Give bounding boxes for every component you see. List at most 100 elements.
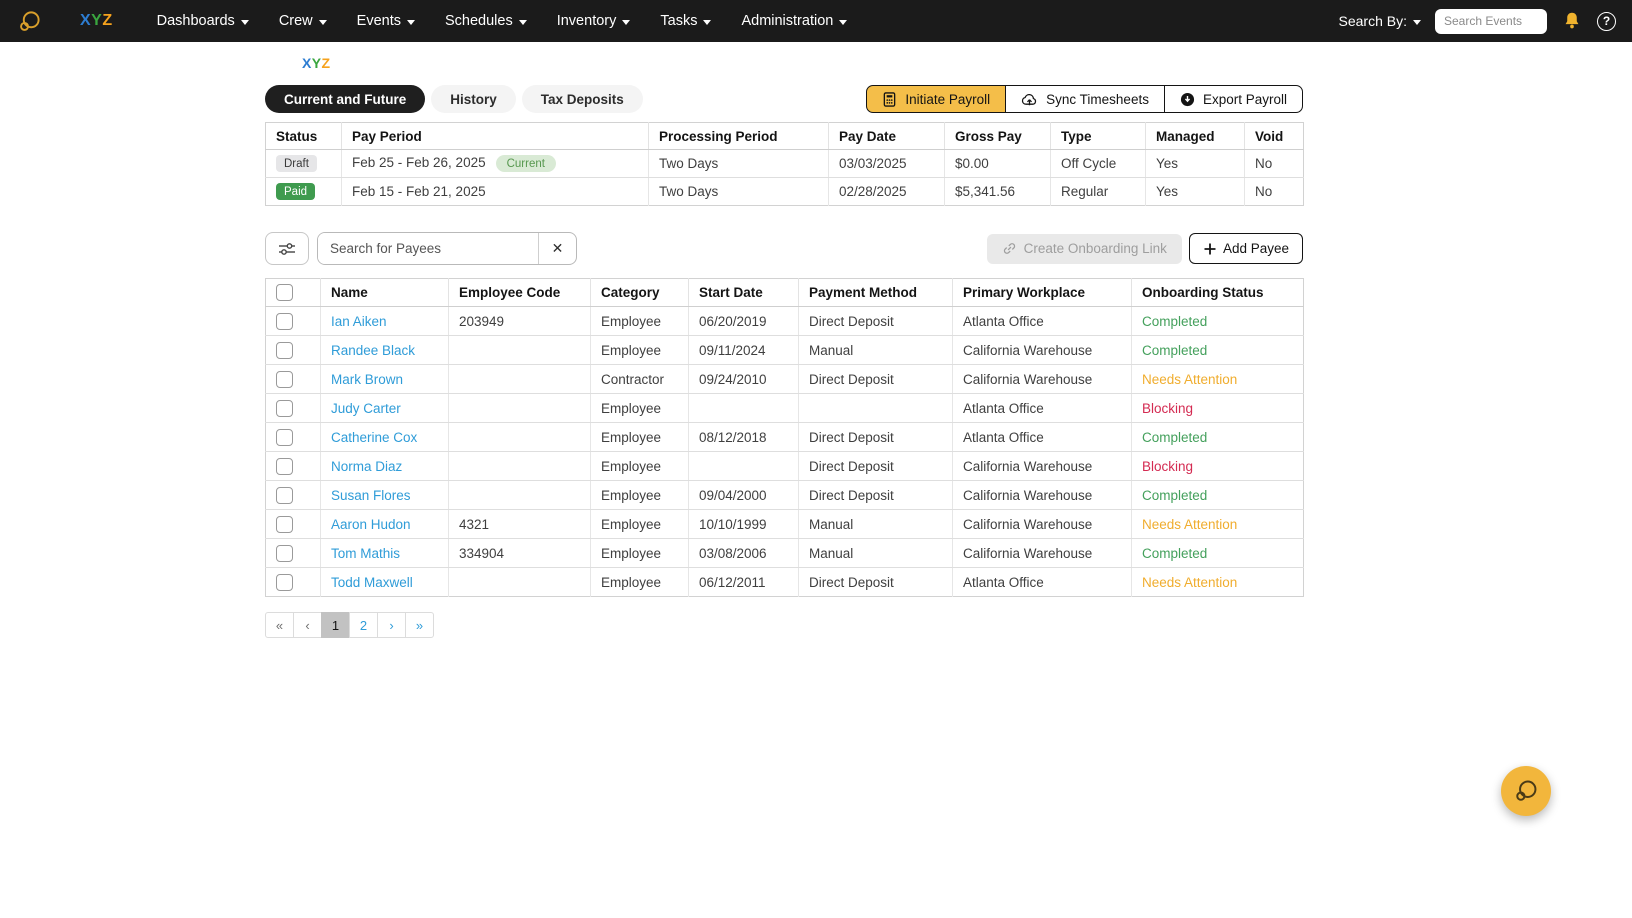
chevron-down-icon xyxy=(622,19,631,25)
brand-letter-x: X xyxy=(302,55,312,71)
onboarding-status-value: Blocking xyxy=(1142,400,1194,416)
category-value: Employee xyxy=(590,509,689,539)
payment-method-value: Direct Deposit xyxy=(798,306,953,336)
download-circle-icon xyxy=(1180,92,1195,106)
notifications-bell-icon[interactable] xyxy=(1561,10,1583,32)
nav-item-crew[interactable]: Crew xyxy=(279,13,327,29)
pagination-prev-button[interactable]: ‹ xyxy=(293,612,322,638)
initiate-payroll-button[interactable]: Initiate Payroll xyxy=(866,85,1007,113)
onboarding-status-value: Completed xyxy=(1142,545,1208,561)
row-checkbox[interactable] xyxy=(276,573,293,591)
start-date-value xyxy=(688,393,799,423)
nav-item-label: Administration xyxy=(741,13,834,29)
add-payee-button[interactable]: Add Payee xyxy=(1188,233,1303,264)
payee-name-link[interactable]: Susan Flores xyxy=(331,487,411,503)
payment-method-value: Direct Deposit xyxy=(798,567,953,597)
help-glyph: ? xyxy=(1602,14,1611,28)
payment-method-value xyxy=(798,393,953,423)
tab-history[interactable]: History xyxy=(431,85,516,113)
payee-toolbar-actions: Create Onboarding Link Add Payee xyxy=(986,233,1303,264)
row-checkbox[interactable] xyxy=(276,457,293,475)
row-checkbox[interactable] xyxy=(276,370,293,388)
employee-code-value xyxy=(448,364,591,394)
row-checkbox[interactable] xyxy=(276,486,293,504)
select-all-checkbox[interactable] xyxy=(276,284,293,301)
row-checkbox[interactable] xyxy=(276,428,293,446)
pagination-page-2-button[interactable]: 2 xyxy=(349,612,378,638)
search-by-label: Search By: xyxy=(1338,13,1407,29)
lasso-chat-icon xyxy=(1516,780,1537,801)
nav-item-inventory[interactable]: Inventory xyxy=(557,13,631,29)
payee-header-row: Name Employee Code Category Start Date P… xyxy=(265,278,1304,307)
row-checkbox[interactable] xyxy=(276,312,293,330)
payee-row: Randee Black Employee 09/11/2024 Manual … xyxy=(265,335,1304,365)
export-payroll-button[interactable]: Export Payroll xyxy=(1163,85,1303,113)
category-value: Employee xyxy=(590,451,689,481)
row-checkbox[interactable] xyxy=(276,515,293,533)
payee-toolbar: ✕ Create Onboarding Link Add Payee xyxy=(265,232,1303,265)
onboarding-status-value: Completed xyxy=(1142,487,1208,503)
payee-name-link[interactable]: Todd Maxwell xyxy=(331,574,413,590)
payee-name-link[interactable]: Catherine Cox xyxy=(331,429,418,445)
col-status: Status xyxy=(265,122,342,150)
row-checkbox[interactable] xyxy=(276,399,293,417)
pagination-first-button[interactable]: « xyxy=(265,612,294,638)
status-badge: Draft xyxy=(276,155,317,173)
payroll-row[interactable]: Paid Feb 15 - Feb 21, 2025 Two Days 02/2… xyxy=(265,177,1304,206)
payee-name-link[interactable]: Randee Black xyxy=(331,342,416,358)
col-managed: Managed xyxy=(1145,122,1245,150)
row-checkbox[interactable] xyxy=(276,544,293,562)
type-value: Regular xyxy=(1050,177,1146,206)
payee-name-link[interactable]: Mark Brown xyxy=(331,371,404,387)
content-brand-logo: XYZ xyxy=(302,55,1303,71)
employee-code-value xyxy=(448,393,591,423)
payee-name-link[interactable]: Aaron Hudon xyxy=(331,516,411,532)
search-by-dropdown[interactable]: Search By: xyxy=(1339,13,1421,29)
payee-search-container: ✕ xyxy=(317,232,577,265)
tab-tax-deposits[interactable]: Tax Deposits xyxy=(521,85,643,113)
pagination-next-button[interactable]: › xyxy=(377,612,406,638)
employee-code-value xyxy=(448,335,591,365)
chat-fab-button[interactable] xyxy=(1501,766,1551,816)
link-icon xyxy=(1003,243,1015,254)
payee-row: Ian Aiken 203949 Employee 06/20/2019 Dir… xyxy=(265,306,1304,336)
pay-period-value: Feb 15 - Feb 21, 2025 xyxy=(341,177,649,206)
payee-name-link[interactable]: Ian Aiken xyxy=(331,313,387,329)
tab-current-and-future[interactable]: Current and Future xyxy=(265,85,426,113)
help-icon[interactable]: ? xyxy=(1597,11,1616,31)
pagination-page-1-button[interactable]: 1 xyxy=(321,612,350,638)
nav-item-label: Events xyxy=(356,13,401,29)
sync-timesheets-button[interactable]: Sync Timesheets xyxy=(1005,85,1165,113)
category-value: Employee xyxy=(590,538,689,568)
payee-search-input[interactable] xyxy=(318,233,538,264)
pagination-last-button[interactable]: » xyxy=(405,612,434,638)
col-primary-workplace: Primary Workplace xyxy=(952,278,1132,307)
nav-item-dashboards[interactable]: Dashboards xyxy=(157,13,249,29)
payroll-row[interactable]: Draft Feb 25 - Feb 26, 2025 Current Two D… xyxy=(265,149,1304,178)
cloud-upload-icon xyxy=(1022,93,1037,105)
pay-date-value: 02/28/2025 xyxy=(828,177,945,206)
nav-item-label: Schedules xyxy=(445,13,513,29)
onboarding-status-value: Completed xyxy=(1142,313,1208,329)
create-onboarding-link-button[interactable]: Create Onboarding Link xyxy=(986,233,1182,264)
col-payment-method: Payment Method xyxy=(798,278,953,307)
nav-item-administration[interactable]: Administration xyxy=(741,13,848,29)
col-void: Void xyxy=(1244,122,1304,150)
nav-item-tasks[interactable]: Tasks xyxy=(660,13,712,29)
brand-letter-x: X xyxy=(80,12,92,29)
payee-name-link[interactable]: Norma Diaz xyxy=(331,458,403,474)
start-date-value: 09/11/2024 xyxy=(688,335,799,365)
filter-button[interactable] xyxy=(265,232,309,265)
payment-method-value: Direct Deposit xyxy=(798,364,953,394)
clear-search-button[interactable]: ✕ xyxy=(538,233,576,264)
onboarding-status-value: Needs Attention xyxy=(1142,516,1238,532)
company-lasso-logo-icon[interactable] xyxy=(16,8,43,35)
nav-item-schedules[interactable]: Schedules xyxy=(445,13,527,29)
brand-logo[interactable]: XYZ xyxy=(80,12,113,30)
payee-name-link[interactable]: Judy Carter xyxy=(331,400,401,416)
col-pay-period: Pay Period xyxy=(341,122,649,150)
row-checkbox[interactable] xyxy=(276,341,293,359)
global-search-input[interactable] xyxy=(1435,8,1547,34)
payee-name-link[interactable]: Tom Mathis xyxy=(331,545,401,561)
nav-item-events[interactable]: Events xyxy=(357,13,415,29)
